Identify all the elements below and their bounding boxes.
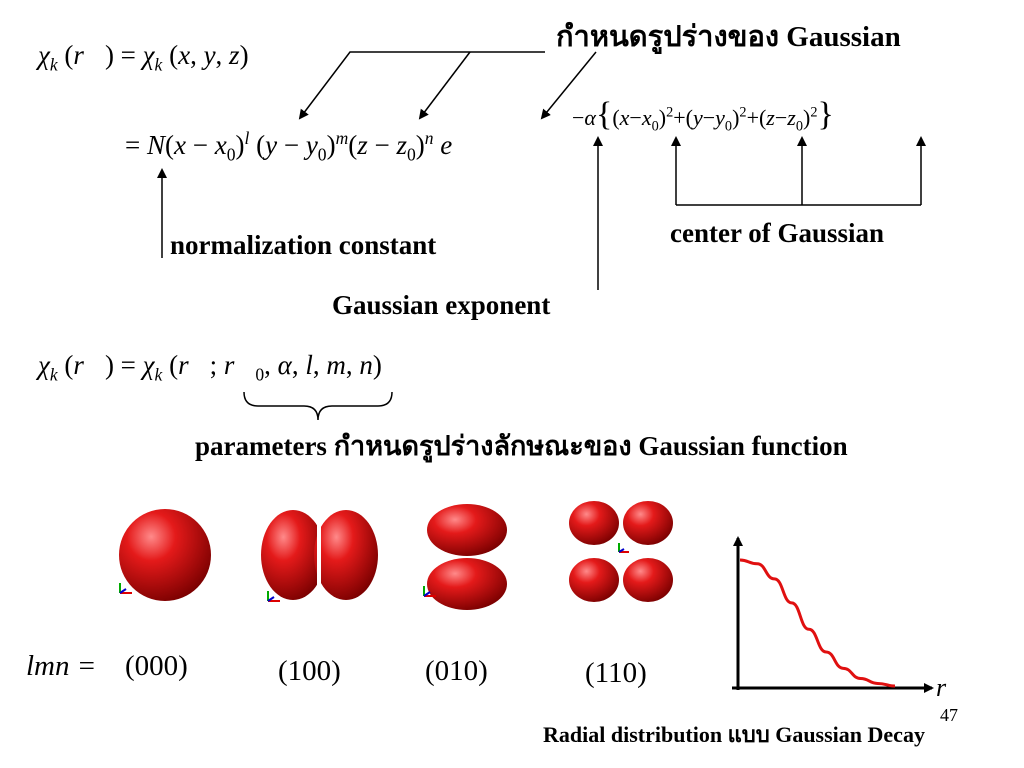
r-axis-label: r xyxy=(936,673,947,702)
radial-caption: Radial distribution แบบ Gaussian Decay xyxy=(543,722,925,747)
equation-2: = N(x − x0)l (y − y0)m(z − z0)n e xyxy=(125,128,453,165)
header-title: กำหนดรูปร่างของ Gaussian xyxy=(556,21,901,53)
radial-chart xyxy=(732,536,934,693)
orbital-s-000 xyxy=(119,509,211,601)
parameters-label: parameters กำหนดรูปร่างลักษณะของ Gaussia… xyxy=(195,431,848,461)
orbital-p-100 xyxy=(261,510,378,602)
lmn-prefix: lmn = xyxy=(26,650,97,682)
decay-curve xyxy=(739,558,896,688)
equation-1: χk (r⃗) = χk (x, y, z) xyxy=(38,40,249,75)
orbital-label-000: (000) xyxy=(125,650,188,682)
title-pointer-arrows xyxy=(298,51,597,120)
orbital-p-010 xyxy=(423,504,507,610)
equation-3: χk (r⃗) = χk (r⃗; r⃗0, α, l, m, n) xyxy=(38,350,382,385)
exponent-expression: −α{(x−x0)2+(y−y0)2+(z−z0)2} xyxy=(572,96,834,135)
exponent-label: Gaussian exponent xyxy=(332,290,551,320)
page-number: 47 xyxy=(940,705,958,725)
orbital-label-010: (010) xyxy=(425,655,488,687)
center-label: center of Gaussian xyxy=(670,218,884,248)
parameters-brace xyxy=(243,391,393,421)
normalization-label: normalization constant xyxy=(170,230,437,260)
center-bracket xyxy=(671,136,926,206)
orbital-label-100: (100) xyxy=(278,655,341,687)
orbital-label-110: (110) xyxy=(585,657,647,689)
orbital-d-110 xyxy=(569,501,673,602)
